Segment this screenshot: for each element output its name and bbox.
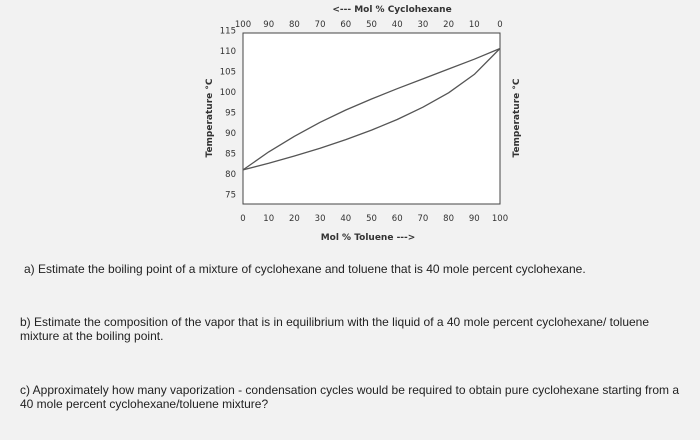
y-tick-label: 95 (225, 109, 236, 119)
x-tick-label: 90 (469, 214, 480, 224)
top-tick-label: 80 (289, 20, 300, 30)
phase-diagram-chart: 100 90 80 70 60 50 40 30 20 10 0 0 10 20 30 40 50 60 70 80… (205, 5, 522, 243)
question-b: b) Estimate the composition of the vapor… (20, 315, 650, 343)
top-axis-ticks: 100 90 80 70 60 50 40 30 20 10 0 (235, 20, 503, 30)
y-tick-label: 105 (220, 68, 236, 78)
series-line-upper (242, 47, 501, 171)
x-tick-label: 80 (443, 214, 454, 224)
x-tick-label: 20 (289, 214, 300, 224)
y-tick-label: 100 (220, 88, 236, 98)
x-tick-label: 50 (366, 214, 377, 224)
x-tick-label: 10 (263, 214, 274, 224)
plot-frame (242, 32, 501, 205)
y-tick-label: 75 (225, 191, 236, 201)
x-tick-label: 70 (417, 214, 428, 224)
left-axis-ticks: 75 80 85 90 95 100 105 110 115 (220, 27, 236, 201)
y-tick-label: 80 (225, 170, 236, 180)
top-tick-label: 40 (392, 20, 403, 30)
x-tick-label: 30 (315, 214, 326, 224)
top-tick-label: 60 (340, 20, 351, 30)
question-c: c) Approximately how many vaporization -… (20, 383, 680, 411)
top-tick-label: 70 (315, 20, 326, 30)
top-tick-label: 100 (235, 20, 251, 30)
x-axis-title: Mol % Toluene ---> (321, 233, 416, 243)
top-axis-title: <--- Mol % Cyclohexane (332, 5, 451, 15)
top-tick-label: 50 (366, 20, 377, 30)
top-tick-label: 20 (443, 20, 454, 30)
y-tick-label: 110 (220, 47, 236, 57)
x-tick-label: 60 (392, 214, 403, 224)
series-layer (242, 47, 501, 171)
x-tick-label: 0 (240, 214, 245, 224)
y-tick-label: 85 (225, 150, 236, 160)
question-a: a) Estimate the boiling point of a mixtu… (24, 262, 586, 276)
y-tick-label: 115 (220, 27, 236, 37)
y-tick-label: 90 (225, 129, 236, 139)
x-tick-label: 40 (340, 214, 351, 224)
top-tick-label: 0 (497, 20, 502, 30)
series-line-lower (242, 48, 501, 171)
top-tick-label: 10 (469, 20, 480, 30)
y-axis-title-right: Temperature °C (512, 78, 522, 157)
top-tick-label: 90 (263, 20, 274, 30)
x-tick-label: 100 (492, 214, 508, 224)
bottom-axis-ticks: 0 10 20 30 40 50 60 70 80 90 100 (240, 214, 508, 224)
y-axis-title-left: Temperature °C (205, 78, 215, 157)
top-tick-label: 30 (417, 20, 428, 30)
